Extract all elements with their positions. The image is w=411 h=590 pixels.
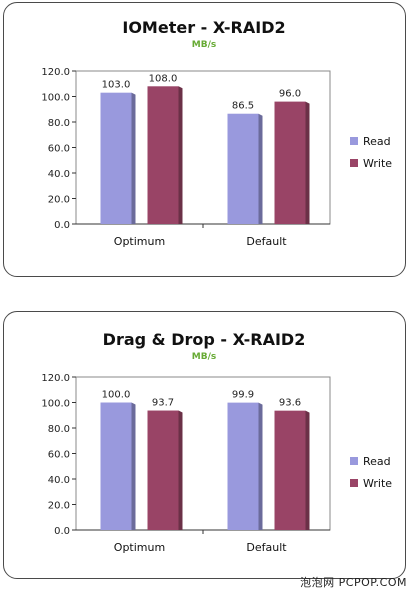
x-tick-label: Optimum xyxy=(114,541,165,554)
bar xyxy=(227,113,259,224)
y-tick-label: 0.0 xyxy=(54,220,70,231)
bar-side xyxy=(305,410,310,530)
data-label: 108.0 xyxy=(149,73,178,84)
legend-swatch xyxy=(350,457,358,465)
legend-swatch xyxy=(350,159,358,167)
chart-title: IOMeter - X-RAID2 xyxy=(122,18,285,37)
watermark: 泡泡网 PCPOP.COM xyxy=(300,576,407,589)
y-tick-label: 40.0 xyxy=(48,475,70,486)
chart-panel-iometer: IOMeter - X-RAID2 MB/s 0.0 20.0 40.0 60.0 80.0… xyxy=(3,2,406,277)
y-tick-label: 80.0 xyxy=(48,424,70,435)
bar xyxy=(100,402,132,530)
chart-subtitle: MB/s xyxy=(192,40,216,50)
chart-panel-drag-drop: Drag & Drop - X-RAID2 MB/s 0.0 20.0 40.0 60.0… xyxy=(3,311,406,579)
data-label: 103.0 xyxy=(102,80,131,91)
bar xyxy=(274,410,306,530)
y-tick-label: 20.0 xyxy=(48,501,70,512)
bar-side xyxy=(131,402,136,530)
bar-side xyxy=(178,410,183,530)
chart-subtitle: MB/s xyxy=(192,352,216,362)
bar-side xyxy=(305,101,310,224)
bar-side xyxy=(258,402,263,530)
bar-side xyxy=(178,86,183,224)
y-tick-label: 80.0 xyxy=(48,118,70,129)
legend-label: Read xyxy=(363,135,391,148)
data-label: 100.0 xyxy=(102,390,131,401)
x-tick-label: Default xyxy=(246,235,287,248)
chart-drag-drop: Drag & Drop - X-RAID2 MB/s 0.0 20.0 40.0 60.0… xyxy=(41,330,392,554)
chart-title: Drag & Drop - X-RAID2 xyxy=(103,330,306,349)
chart-iometer: IOMeter - X-RAID2 MB/s 0.0 20.0 40.0 60.0 80.0… xyxy=(41,18,392,248)
legend-swatch xyxy=(350,479,358,487)
bar xyxy=(147,86,179,224)
bar xyxy=(274,101,306,224)
bar-side xyxy=(131,92,136,224)
bar xyxy=(147,410,179,530)
y-tick-label: 120.0 xyxy=(41,373,70,384)
y-tick-label: 0.0 xyxy=(54,526,70,537)
y-tick-label: 120.0 xyxy=(41,67,70,78)
data-label: 93.7 xyxy=(152,398,174,409)
y-tick-label: 100.0 xyxy=(41,93,70,104)
legend-label: Write xyxy=(363,477,392,490)
x-tick-label: Optimum xyxy=(114,235,165,248)
y-tick-label: 60.0 xyxy=(48,450,70,461)
x-tick-label: Default xyxy=(246,541,287,554)
bar xyxy=(227,402,259,530)
legend-swatch xyxy=(350,137,358,145)
data-label: 96.0 xyxy=(279,89,301,100)
y-tick-label: 60.0 xyxy=(48,144,70,155)
data-label: 93.6 xyxy=(279,398,301,409)
bar-side xyxy=(258,113,263,224)
data-label: 99.9 xyxy=(232,390,254,401)
data-label: 86.5 xyxy=(232,101,254,112)
y-tick-label: 20.0 xyxy=(48,195,70,206)
y-tick-label: 100.0 xyxy=(41,399,70,410)
y-tick-label: 40.0 xyxy=(48,169,70,180)
legend-label: Write xyxy=(363,157,392,170)
bar xyxy=(100,92,132,224)
legend-label: Read xyxy=(363,455,391,468)
